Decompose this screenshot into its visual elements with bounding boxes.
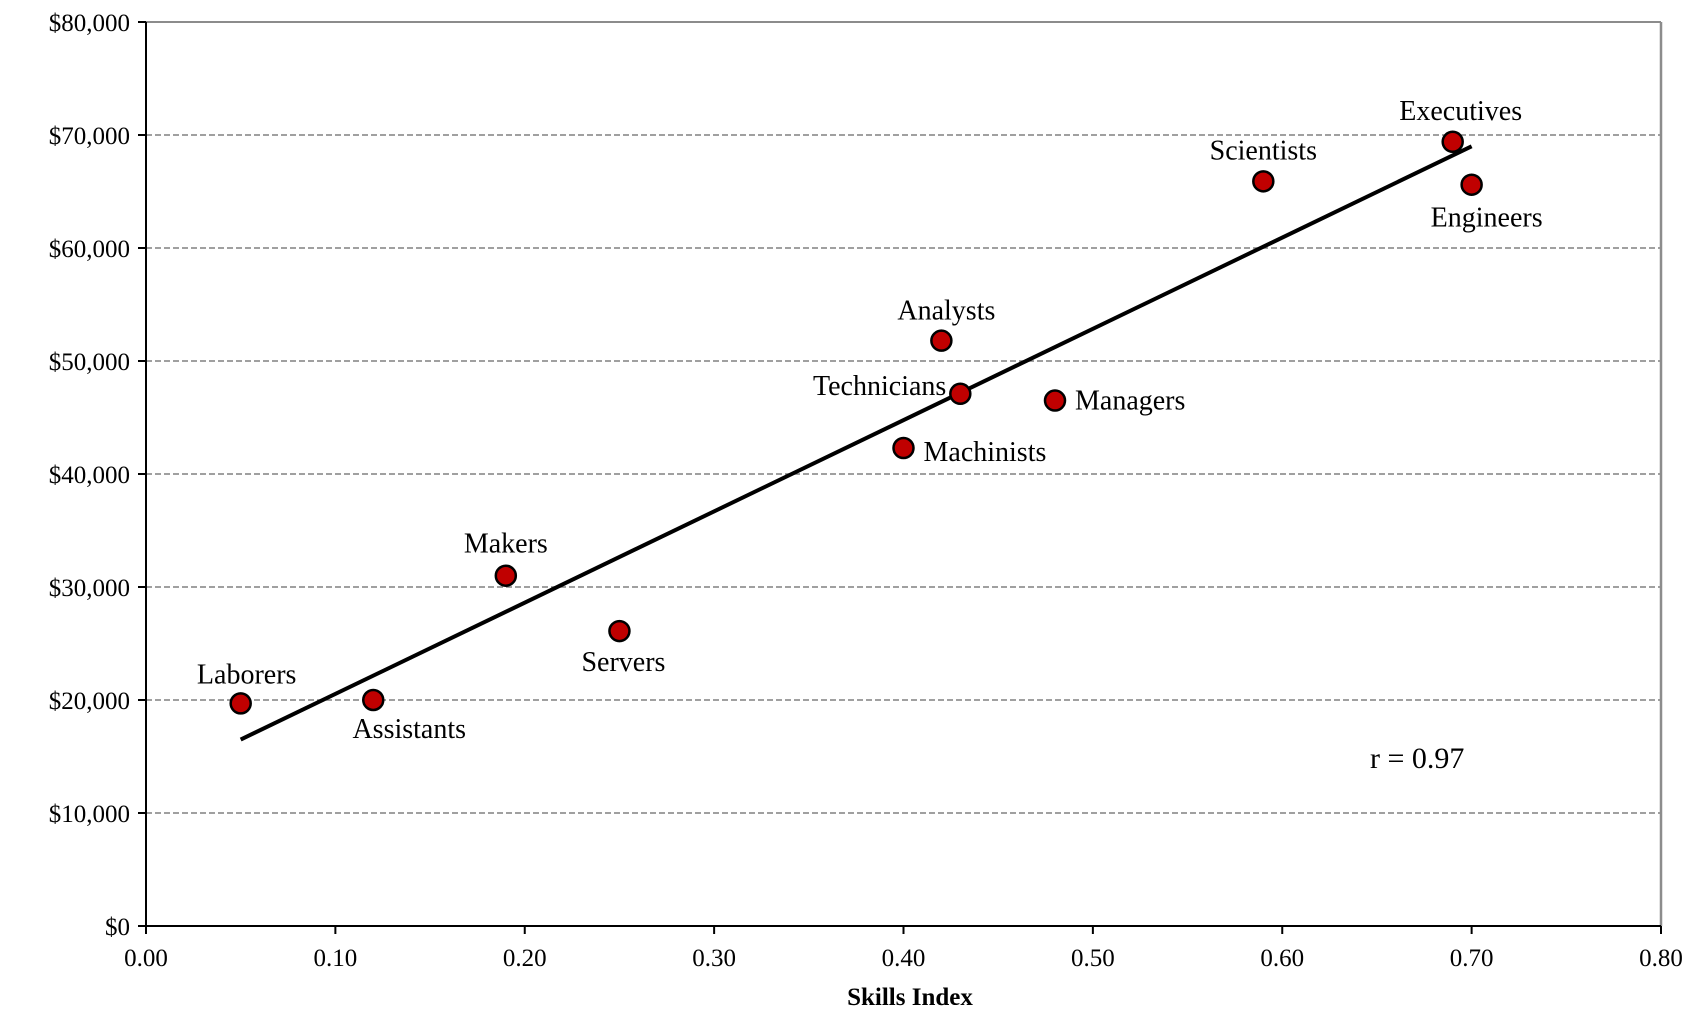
- data-point: [1460, 173, 1483, 196]
- x-axis-title: Skills Index: [847, 984, 973, 1011]
- point-label: Technicians: [813, 371, 946, 402]
- x-tick-label: 0.20: [503, 945, 547, 972]
- data-point: [949, 382, 972, 406]
- data-point: [229, 692, 252, 715]
- y-tick-label: $40,000: [49, 462, 130, 489]
- x-tick-label: 0.50: [1071, 945, 1115, 972]
- point-label: Laborers: [197, 659, 297, 690]
- point-label: Managers: [1075, 386, 1185, 417]
- axis-ticks: $0 $10,000 $20,000 $30,000 $40,000 $50,000 $60…: [49, 10, 1683, 972]
- point-label: Engineers: [1431, 203, 1543, 234]
- y-tick-label: $10,000: [49, 801, 130, 828]
- point-label: Assistants: [352, 714, 466, 745]
- data-point: [1441, 130, 1464, 154]
- data-point: [930, 329, 953, 352]
- grid-lines: [146, 21, 1661, 814]
- y-tick-label: $60,000: [49, 236, 130, 263]
- y-tick-label: $80,000: [49, 10, 130, 37]
- data-points: [229, 130, 1483, 715]
- correlation-annotation: r = 0.97: [1370, 742, 1464, 775]
- x-tick-label: 0.10: [314, 945, 358, 972]
- x-tick-label: 0.30: [692, 945, 736, 972]
- point-label: Executives: [1399, 96, 1522, 127]
- data-point: [1043, 389, 1067, 412]
- x-tick-label: 0.00: [124, 945, 168, 972]
- point-label: Scientists: [1210, 135, 1317, 166]
- x-tick-label: 0.70: [1450, 945, 1494, 972]
- x-tick-label: 0.80: [1639, 945, 1683, 972]
- data-point: [494, 564, 518, 587]
- data-point: [1252, 170, 1275, 193]
- y-tick-label: $20,000: [49, 688, 130, 715]
- point-label: Machinists: [924, 437, 1047, 468]
- point-label: Analysts: [897, 296, 995, 327]
- y-tick-label: $30,000: [49, 575, 130, 602]
- x-tick-label: 0.60: [1260, 945, 1304, 972]
- y-tick-label: $50,000: [49, 349, 130, 376]
- y-tick-label: $0: [105, 914, 130, 941]
- data-point: [608, 619, 631, 643]
- point-label: Makers: [464, 529, 548, 560]
- x-tick-label: 0.40: [882, 945, 926, 972]
- data-point: [362, 688, 385, 712]
- trendline: [239, 144, 1473, 742]
- data-point: [892, 436, 915, 460]
- y-tick-label: $70,000: [49, 123, 130, 150]
- point-label: Servers: [581, 647, 665, 678]
- trendline-group: [239, 144, 1473, 742]
- point-labels: Laborers Assistants Makers Servers Machinist…: [197, 96, 1543, 745]
